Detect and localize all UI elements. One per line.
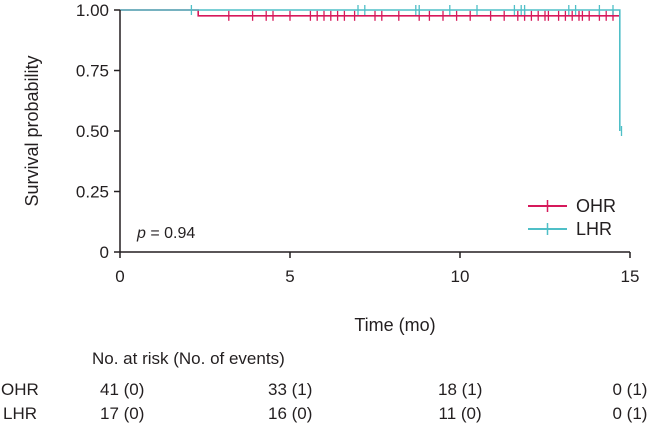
legend-label-lhr: LHR xyxy=(576,219,612,239)
x-tick-label: 0 xyxy=(115,267,124,286)
risk-cell-lhr: 11 (0) xyxy=(438,404,482,423)
y-axis-title: Survival probability xyxy=(22,55,42,206)
risk-cell-ohr: 0 (1) xyxy=(612,380,648,399)
y-tick-label: 0 xyxy=(100,243,109,262)
legend-label-ohr: OHR xyxy=(576,196,616,216)
risk-cell-lhr: 16 (0) xyxy=(268,404,313,423)
risk-row-label-ohr: OHR xyxy=(1,380,39,399)
p-value-annotation: p = 0.94 xyxy=(136,225,195,242)
y-tick-label: 0.50 xyxy=(76,122,109,141)
y-tick-label: 1.00 xyxy=(76,1,109,20)
risk-cell-lhr: 17 (0) xyxy=(100,404,145,423)
x-axis-title: Time (mo) xyxy=(354,315,435,335)
survival-curve-lhr xyxy=(120,9,621,131)
x-tick-label: 5 xyxy=(285,267,294,286)
x-tick-label: 15 xyxy=(621,267,640,286)
y-tick-label: 0.25 xyxy=(76,183,109,202)
p-value-text: = 0.94 xyxy=(146,225,195,242)
risk-cell-ohr: 18 (1) xyxy=(438,380,483,399)
p-value-label: p xyxy=(136,225,146,242)
risk-table-title: No. at risk (No. of events) xyxy=(92,349,285,368)
legend: OHR LHR xyxy=(528,196,616,239)
risk-cell-lhr: 0 (1) xyxy=(612,404,648,423)
risk-row-label-lhr: LHR xyxy=(3,404,38,423)
risk-cell-ohr: 33 (1) xyxy=(268,380,313,399)
y-tick-label: 0.75 xyxy=(76,62,109,81)
x-tick-label: 10 xyxy=(451,267,470,286)
risk-cell-ohr: 41 (0) xyxy=(100,380,145,399)
